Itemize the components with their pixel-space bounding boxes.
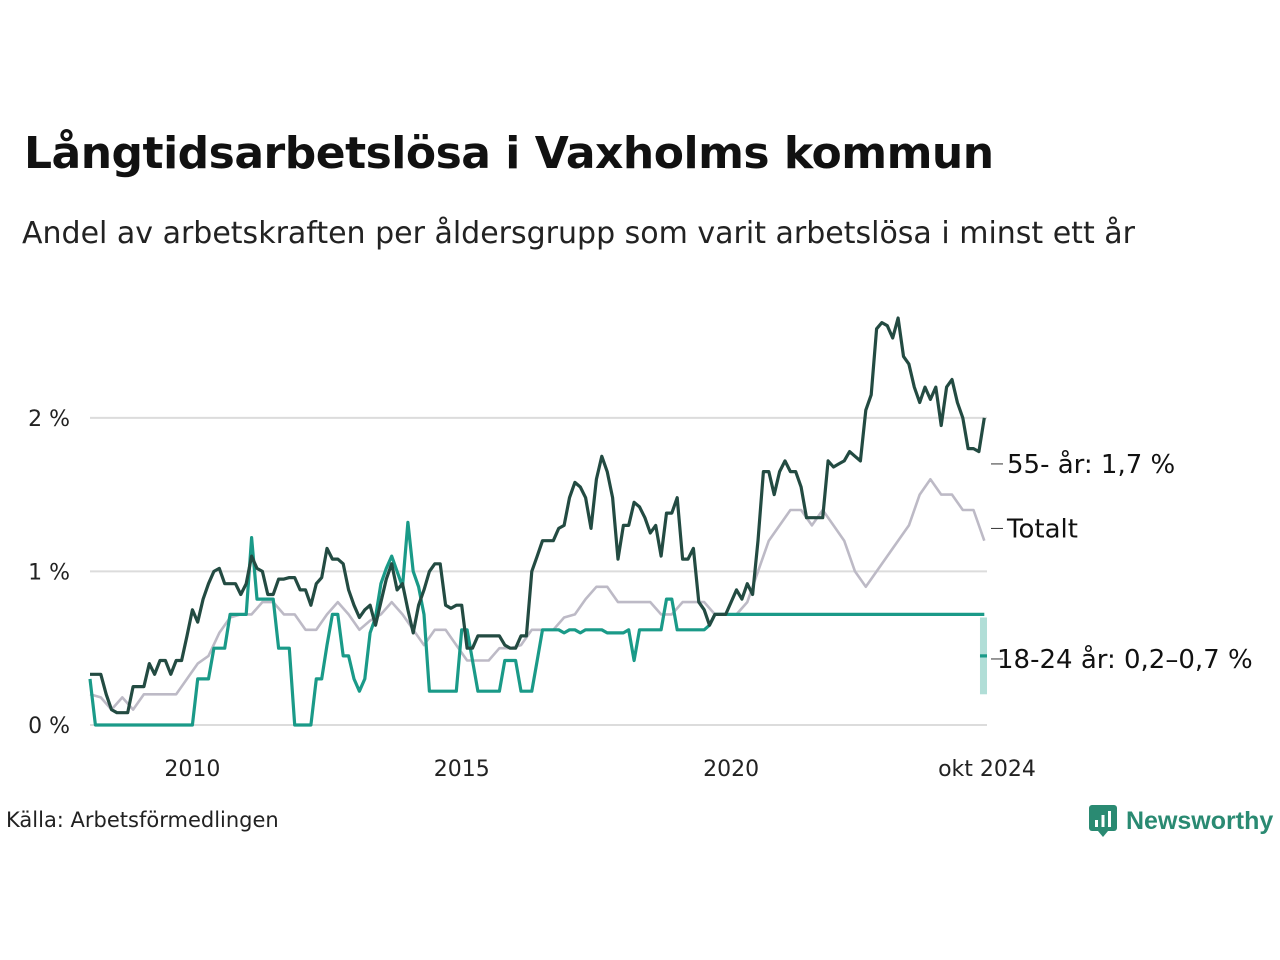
- brand-logo: Newsworthy: [1088, 804, 1273, 838]
- series-line-older: [90, 316, 986, 715]
- chart-title: Långtidsarbetslösa i Vaxholms kommun: [24, 128, 994, 179]
- source-note: Källa: Arbetsförmedlingen: [6, 808, 279, 832]
- x-tick-label: 2015: [434, 757, 490, 782]
- y-tick-label: 2 %: [28, 407, 70, 432]
- newsworthy-logo-icon: [1089, 805, 1117, 837]
- series-line-total: [89, 477, 986, 711]
- end-label-older: 55- år: 1,7 %: [1007, 449, 1175, 480]
- chart-subtitle: Andel av arbetskraften per åldersgrupp s…: [22, 216, 1135, 251]
- y-tick-label: 1 %: [28, 560, 70, 585]
- brand-name: Newsworthy: [1126, 806, 1274, 835]
- x-tick-label: 2010: [164, 757, 220, 782]
- x-tick-label: okt 2024: [938, 757, 1036, 782]
- end-label-youth: 18-24 år: 0,2–0,7 %: [997, 644, 1253, 675]
- series-line-youth: [88, 520, 985, 727]
- x-tick-label: 2020: [703, 757, 759, 782]
- end-label-total: Totalt: [1006, 514, 1078, 544]
- y-tick-label: 0 %: [28, 714, 70, 739]
